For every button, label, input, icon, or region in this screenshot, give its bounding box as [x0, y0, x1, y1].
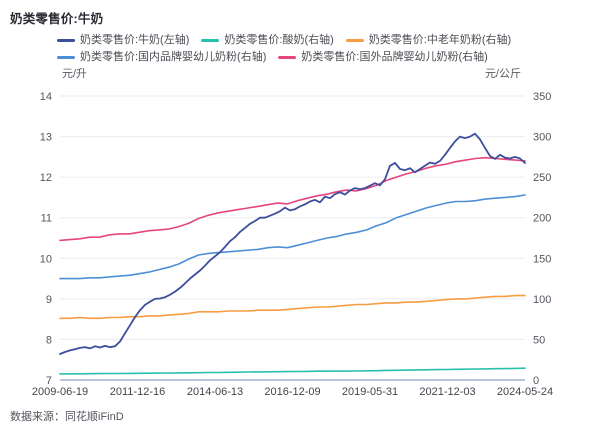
x-axis-tick-label: 2009-06-19	[32, 386, 88, 398]
right-axis-tick-label: 150	[533, 253, 551, 265]
left-axis-tick-label: 13	[40, 132, 52, 144]
right-axis-tick-label: 0	[533, 375, 539, 387]
legend-item-label: 奶类零售价:国外品牌婴幼儿奶粉(右轴)	[301, 51, 488, 63]
legend-item[interactable]: 奶类零售价:国外品牌婴幼儿奶粉(右轴)	[278, 50, 488, 64]
left-axis-tick-label: 7	[46, 375, 52, 387]
x-axis-tick-label: 2024-05-24	[497, 386, 553, 398]
series-line	[59, 132, 526, 355]
left-axis-tick-label: 14	[40, 91, 52, 103]
right-axis-tick-label: 250	[533, 172, 551, 184]
legend-swatch-icon	[345, 38, 364, 42]
legend-swatch-icon	[57, 38, 75, 42]
series-line	[59, 194, 526, 280]
series-line	[59, 367, 526, 375]
x-axis-tick-label: 2016-12-09	[264, 386, 320, 398]
chart-title: 奶类零售价:牛奶	[10, 12, 104, 26]
legend-item-label: 奶类零售价:酸奶(右轴)	[224, 34, 334, 46]
left-axis-unit-label: 元/升	[62, 68, 88, 80]
series-line	[59, 156, 526, 242]
left-axis-tick-label: 9	[46, 294, 52, 306]
x-axis-tick-label: 2014-06-13	[187, 386, 243, 398]
legend-item[interactable]: 奶类零售价:国内品牌婴幼儿奶粉(右轴)	[57, 50, 266, 64]
right-axis-unit-label: 元/公斤	[484, 68, 521, 80]
legend-item-label: 奶类零售价:牛奶(左轴)	[80, 34, 190, 46]
legend-item[interactable]: 奶类零售价:中老年奶粉(右轴)	[345, 33, 512, 47]
x-axis-tick-label: 2019-05-31	[342, 386, 398, 398]
left-axis-tick-label: 12	[40, 172, 52, 184]
left-axis-tick-label: 8	[46, 334, 52, 346]
legend-item-label: 奶类零售价:中老年奶粉(右轴)	[368, 34, 512, 46]
legend-item-label: 奶类零售价:国内品牌婴幼儿奶粉(右轴)	[80, 51, 267, 63]
legend-row: 奶类零售价:国内品牌婴幼儿奶粉(右轴) 奶类零售价:国外品牌婴幼儿奶粉(右轴)	[57, 50, 594, 64]
left-axis-tick-label: 11	[41, 213, 52, 225]
legend-item[interactable]: 奶类零售价:牛奶(左轴)	[57, 33, 189, 47]
x-axis-tick-label: 2021-12-03	[419, 386, 475, 398]
legend-swatch-icon	[57, 55, 75, 59]
legend-swatch-icon	[201, 38, 220, 42]
right-axis-tick-label: 200	[533, 213, 551, 225]
right-axis-tick-label: 50	[533, 334, 545, 346]
right-axis-tick-label: 300	[533, 132, 551, 144]
right-axis-tick-label: 100	[533, 294, 551, 306]
data-source-note: 数据来源：同花顺iFinD	[10, 411, 124, 423]
legend-item[interactable]: 奶类零售价:酸奶(右轴)	[201, 33, 334, 47]
right-axis-tick-label: 350	[533, 91, 551, 103]
legend-swatch-icon	[278, 55, 297, 59]
legend: 奶类零售价:牛奶(左轴) 奶类零售价:酸奶(右轴) 奶类零售价:中老年奶粉(右轴) 奶…	[57, 33, 594, 67]
x-axis-tick-label: 2011-12-16	[110, 386, 165, 398]
series-line	[59, 294, 526, 320]
left-axis-tick-label: 10	[40, 253, 52, 265]
legend-row: 奶类零售价:牛奶(左轴) 奶类零售价:酸奶(右轴) 奶类零售价:中老年奶粉(右轴)	[57, 33, 594, 47]
